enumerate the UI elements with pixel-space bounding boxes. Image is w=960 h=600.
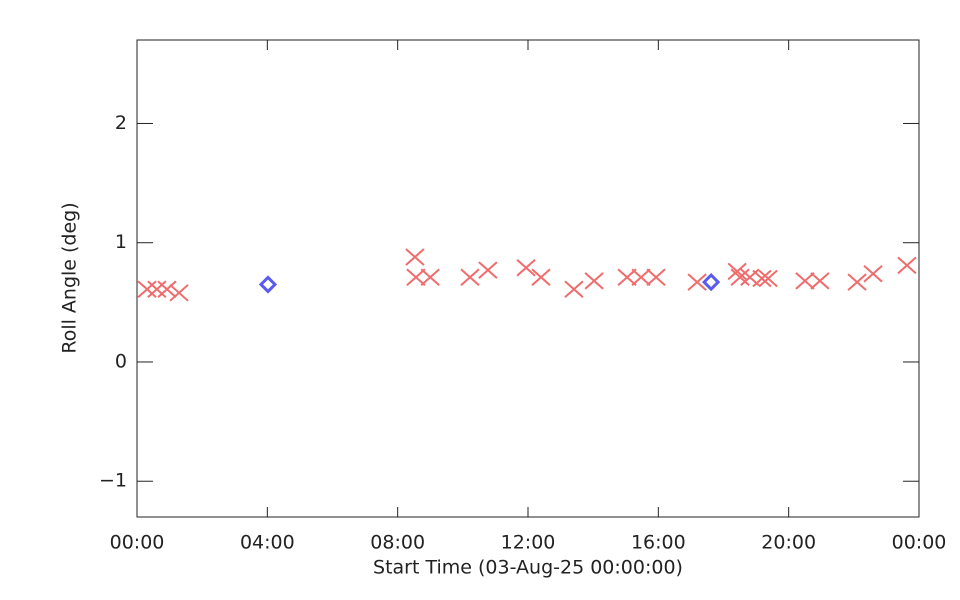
x-marker — [758, 269, 778, 288]
x-tick-label: 12:00 — [501, 532, 556, 554]
diamond-marker — [258, 275, 278, 294]
x-tick-label: 00:00 — [892, 532, 947, 554]
x-marker — [727, 262, 747, 281]
x-marker — [531, 268, 551, 287]
x-marker — [516, 259, 536, 277]
x-marker — [584, 272, 604, 290]
x-marker — [478, 261, 498, 279]
x-marker — [897, 256, 917, 275]
y-tick-label: 0 — [115, 350, 127, 372]
diamond-marker — [701, 272, 721, 292]
x-marker — [147, 280, 167, 298]
x-marker — [169, 284, 189, 302]
x-marker — [810, 272, 830, 290]
y-tick-label: 2 — [115, 112, 127, 134]
x-tick-label: 00:00 — [110, 532, 165, 554]
x-marker — [847, 273, 867, 291]
x-tick-label: 08:00 — [370, 532, 425, 554]
x-marker — [460, 268, 480, 287]
x-marker — [646, 268, 666, 287]
x-tick-label: 20:00 — [761, 532, 816, 554]
x-tick-label: 04:00 — [240, 532, 295, 554]
x-marker — [631, 268, 651, 287]
y-tick-label: −1 — [99, 470, 127, 492]
x-marker — [406, 268, 426, 287]
y-axis-label: Roll Angle (deg) — [59, 202, 81, 353]
x-marker — [863, 264, 883, 283]
x-tick-label: 16:00 — [631, 532, 686, 554]
x-marker — [564, 280, 584, 298]
x-marker — [752, 269, 772, 288]
x-marker — [157, 280, 177, 298]
x-marker — [687, 273, 707, 291]
x-marker — [405, 248, 425, 266]
x-marker — [730, 268, 750, 287]
y-tick-label: 1 — [115, 231, 127, 253]
x-marker — [137, 280, 157, 298]
x-axis-label: Start Time (03-Aug-25 00:00:00) — [373, 557, 683, 579]
x-marker — [617, 268, 637, 287]
x-marker — [420, 268, 440, 287]
x-marker — [795, 272, 815, 290]
